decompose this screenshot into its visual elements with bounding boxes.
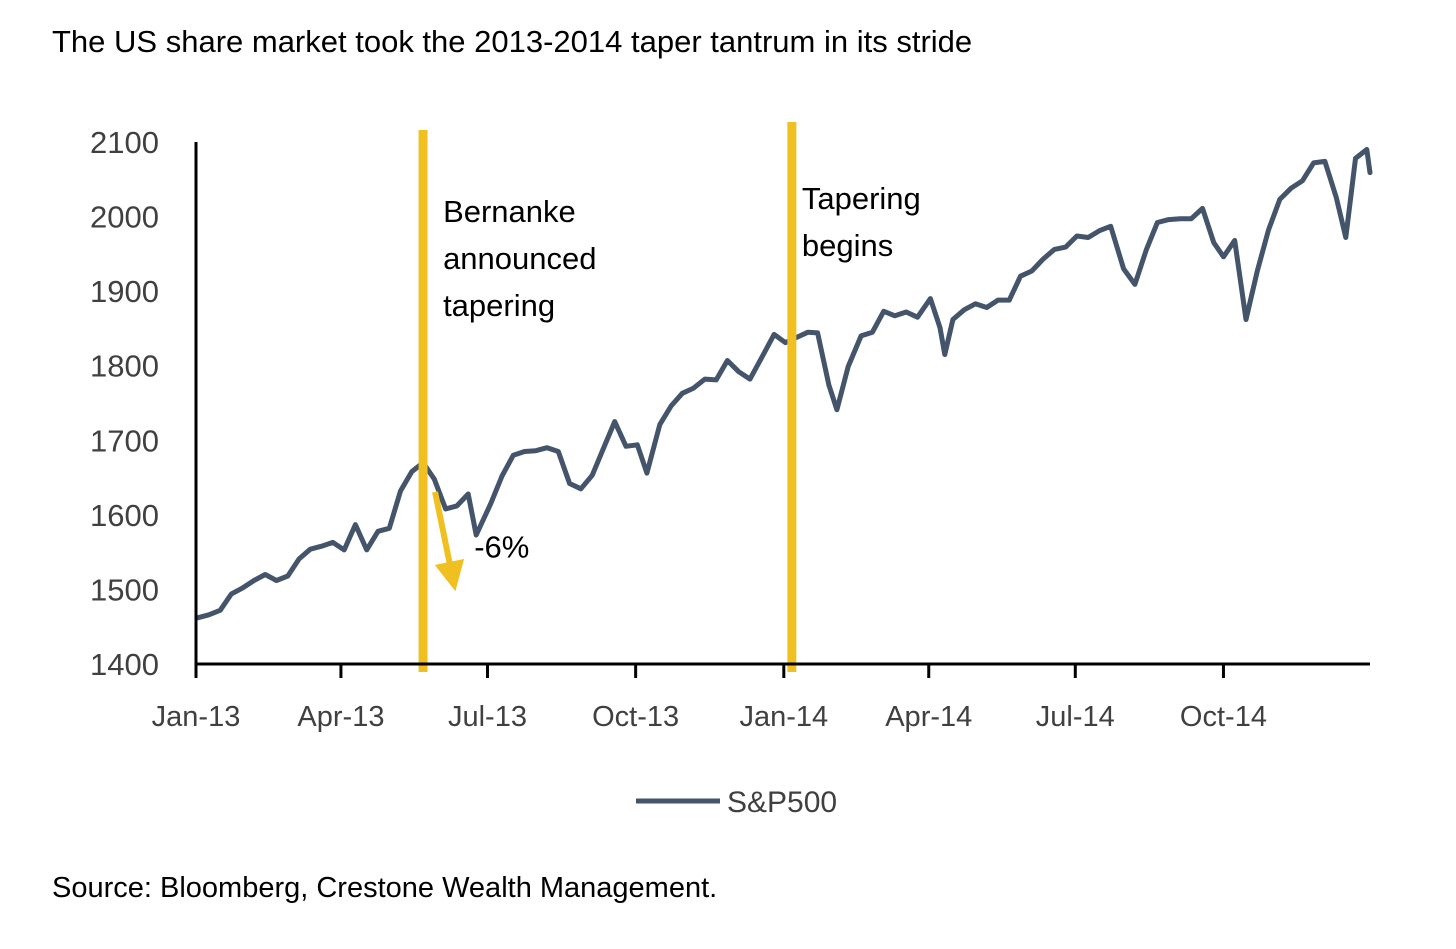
annotation-label: announced	[443, 241, 596, 276]
y-axis-ticks: 2100 2000 1900 1800 1700 1600 1500 1400	[90, 125, 159, 682]
y-tick-label: 1500	[90, 572, 159, 607]
y-tick-label: 1700	[90, 423, 159, 458]
y-tick-label: 1900	[90, 274, 159, 309]
y-tick-label: 1600	[90, 498, 159, 533]
annotation-label: tapering	[443, 288, 555, 323]
x-tick-label: Apr-14	[885, 701, 972, 733]
x-axis-ticks: Jan-13 Apr-13 Jul-13 Oct-13 Jan-14 Apr-14 Jul-…	[152, 664, 1267, 733]
x-tick-label: Oct-13	[592, 701, 679, 733]
x-tick-label: Jul-13	[448, 701, 527, 733]
y-tick-label: 1800	[90, 349, 159, 384]
x-tick-label: Oct-14	[1180, 701, 1267, 733]
x-tick-label: Apr-13	[297, 701, 384, 733]
chart-title: The US share market took the 2013-2014 t…	[52, 24, 973, 59]
x-tick-label: Jul-14	[1036, 701, 1115, 733]
annotation-label: Bernanke	[443, 194, 576, 229]
y-tick-label: 2100	[90, 125, 159, 160]
legend: S&P500	[636, 786, 837, 819]
legend-label-sp500: S&P500	[727, 786, 837, 819]
x-tick-label: Jan-14	[739, 701, 828, 733]
x-tick-label: Jan-13	[152, 701, 241, 733]
annotation-label: Tapering	[802, 181, 921, 216]
y-tick-label: 2000	[90, 200, 159, 235]
annotation-arrow	[432, 491, 465, 592]
y-tick-label: 1400	[90, 647, 159, 682]
annotations: Bernanke announced tapering Tapering begins -…	[418, 122, 921, 672]
series-line-sp500	[195, 147, 1373, 621]
source-note: Source: Bloomberg, Crestone Wealth Manag…	[52, 872, 718, 904]
annotation-label: begins	[802, 228, 893, 263]
annotation-drawdown-label: -6%	[474, 529, 529, 564]
